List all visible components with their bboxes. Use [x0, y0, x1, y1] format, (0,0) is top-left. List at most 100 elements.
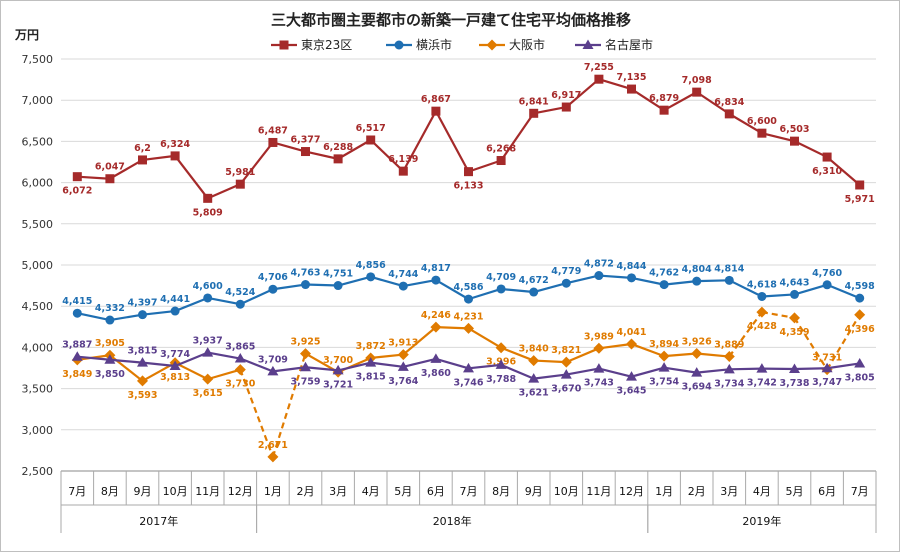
data-label: 3,850 — [95, 369, 125, 380]
data-label: 4,709 — [486, 272, 516, 283]
data-label: 6,917 — [551, 90, 581, 101]
data-point-square — [692, 88, 701, 97]
data-label: 3,937 — [193, 336, 223, 347]
data-label: 7,098 — [682, 75, 712, 86]
series-line-segment — [143, 311, 176, 315]
series-line-segment — [469, 328, 502, 347]
legend: 東京23区横浜市大阪市名古屋市 — [271, 37, 653, 52]
series-line-segment — [632, 368, 665, 377]
x-tick-label: 12月 — [228, 485, 253, 498]
year-label: 2017年 — [139, 514, 178, 528]
series-line-segment — [599, 276, 632, 278]
data-point-square — [464, 167, 473, 176]
data-label: 3,746 — [453, 377, 483, 388]
data-label: 3,621 — [519, 388, 549, 399]
data-label: 3,730 — [225, 379, 255, 390]
data-label: 4,804 — [682, 264, 712, 275]
data-label: 3,840 — [519, 344, 549, 355]
data-label: 4,744 — [388, 269, 418, 280]
data-label: 3,788 — [486, 374, 516, 385]
series-line-segment — [762, 312, 795, 318]
data-label: 3,774 — [160, 349, 190, 360]
data-point-square — [399, 167, 408, 176]
data-label: 3,821 — [551, 345, 581, 356]
data-point-triangle — [202, 347, 213, 357]
chart-title: 三大都市圏主要都市の新築一戸建て住宅平均価格推移 — [271, 11, 631, 29]
series-line-segment — [110, 315, 143, 320]
data-point-diamond — [659, 351, 670, 362]
x-tick-label: 9月 — [525, 485, 543, 498]
data-label: 4,359 — [779, 327, 809, 338]
x-tick-label: 11月 — [586, 485, 611, 498]
data-label: 5,809 — [193, 207, 223, 218]
series-line-segment — [175, 156, 208, 198]
data-label: 3,709 — [258, 354, 288, 365]
data-label: 4,817 — [421, 263, 451, 274]
x-tick-label: 2月 — [297, 485, 315, 498]
data-label: 3,764 — [388, 376, 418, 387]
legend-label: 大阪市 — [509, 37, 545, 52]
data-point-circle — [529, 288, 538, 297]
y-tick-label: 5,000 — [22, 259, 54, 272]
data-point-diamond — [691, 348, 702, 359]
series-line-segment — [697, 369, 730, 372]
x-tick-label: 8月 — [492, 485, 510, 498]
x-tick-label: 1月 — [655, 485, 673, 498]
series-line-segment — [208, 298, 241, 304]
data-label: 3,849 — [62, 369, 92, 380]
series-line-segment — [795, 368, 828, 369]
series-line-segment — [77, 313, 110, 320]
data-label: 6,867 — [421, 94, 451, 105]
data-label: 3,905 — [95, 338, 125, 349]
y-tick-label: 4,500 — [22, 300, 54, 313]
x-tick-label: 1月 — [264, 485, 282, 498]
year-label: 2018年 — [433, 514, 472, 528]
data-label: 3,593 — [127, 390, 157, 401]
data-label: 4,762 — [649, 268, 679, 279]
data-point-square — [497, 156, 506, 165]
series-line-segment — [143, 156, 176, 160]
x-tick-label: 10月 — [163, 485, 188, 498]
data-label: 6,487 — [258, 125, 288, 136]
series-line-segment — [534, 107, 567, 113]
series-line-segment — [469, 161, 502, 172]
data-point-square — [855, 180, 864, 189]
data-point-circle — [301, 280, 310, 289]
data-point-square — [594, 75, 603, 84]
data-label: 4,231 — [453, 311, 483, 322]
data-point-diamond — [202, 374, 213, 385]
series-line-segment — [664, 281, 697, 284]
x-tick-label: 6月 — [818, 485, 836, 498]
y-tick-label: 5,500 — [22, 218, 54, 231]
data-label: 6,879 — [649, 93, 679, 104]
data-label: 6,503 — [779, 124, 809, 135]
data-point-circle — [236, 300, 245, 309]
data-point-diamond — [789, 312, 800, 323]
data-label: 4,415 — [62, 296, 92, 307]
legend-label: 東京23区 — [301, 38, 352, 52]
data-point-circle — [268, 285, 277, 294]
data-label: 3,865 — [225, 342, 255, 353]
data-label: 3,805 — [845, 372, 875, 383]
data-label: 3,913 — [388, 338, 418, 349]
data-label: 4,814 — [714, 263, 744, 274]
y-tick-label: 4,000 — [22, 341, 54, 354]
y-tick-label: 3,500 — [22, 383, 54, 396]
data-point-circle — [790, 290, 799, 299]
year-label: 2019年 — [742, 514, 781, 528]
data-point-square — [823, 153, 832, 162]
series-line-segment — [208, 184, 241, 198]
x-tick-label: 11月 — [195, 485, 220, 498]
data-point-square — [73, 172, 82, 181]
data-point-circle — [562, 279, 571, 288]
data-point-circle — [203, 293, 212, 302]
data-point-square — [138, 155, 147, 164]
x-tick-label: 10月 — [554, 485, 579, 498]
data-label: 4,586 — [453, 282, 483, 293]
data-point-square — [757, 129, 766, 138]
data-point-diamond — [463, 323, 474, 334]
series-line-segment — [729, 369, 762, 370]
